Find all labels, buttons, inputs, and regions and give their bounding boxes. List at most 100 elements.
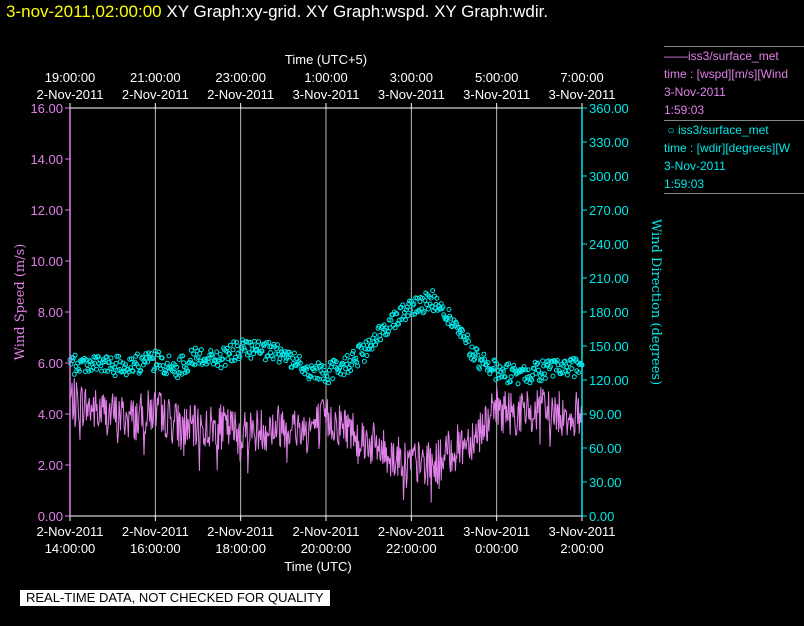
wind-direction-point [559, 370, 565, 376]
wind-direction-point [117, 359, 123, 365]
wind-direction-point [146, 350, 151, 356]
legend-separator [664, 193, 804, 194]
wind-direction-point [71, 371, 77, 377]
wind-direction-point [433, 301, 439, 307]
wind-direction-point [340, 361, 346, 367]
wind-direction-point [180, 353, 186, 359]
left-tick-label: 0.00 [38, 509, 63, 524]
right-tick-label: 330.00 [589, 135, 629, 150]
top-tick-label-date: 3-Nov-2011 [549, 87, 616, 102]
wind-direction-point [512, 366, 518, 371]
wind-direction-point [511, 362, 517, 368]
bottom-tick-label-time: 22:00:00 [386, 541, 437, 556]
wind-direction-point [496, 375, 502, 381]
legend-series-date: 3-Nov-2011 [664, 85, 726, 99]
wind-direction-point [430, 288, 436, 294]
wind-direction-point [507, 379, 513, 385]
legend-entry-wind-speed: ——iss3/surface_met time : [wspd][m/s][Wi… [664, 46, 804, 119]
wind-direction-point [156, 349, 162, 355]
wind-direction-point [385, 329, 391, 335]
wind-direction-point [274, 342, 280, 348]
wind-direction-point [515, 381, 521, 387]
grid-lines [69, 108, 583, 516]
wind-direction-point [84, 362, 90, 368]
wind-direction-point [251, 338, 257, 344]
legend-separator [664, 120, 804, 121]
bottom-tick-label-time: 2:00:00 [560, 541, 603, 556]
wind-direction-point [222, 362, 228, 368]
wind-direction-point [554, 357, 560, 363]
wind-direction-point [229, 358, 235, 364]
bottom-tick-label-time: 0:00:00 [475, 541, 518, 556]
wind-direction-point [425, 306, 431, 312]
wind-direction-point [102, 368, 108, 374]
wind-direction-point [149, 355, 155, 361]
wind-direction-point [360, 352, 366, 358]
bottom-tick-label-date: 3-Nov-2011 [463, 524, 530, 539]
wind-direction-point [128, 356, 134, 362]
wind-direction-point [520, 367, 526, 373]
legend-separator [664, 46, 804, 47]
wind-direction-point [105, 368, 110, 374]
wind-direction-point [166, 353, 172, 359]
wind-direction-point [123, 372, 129, 378]
wind-direction-point [174, 364, 180, 370]
wind-direction-point [214, 349, 220, 355]
wind-direction-point [491, 357, 497, 363]
right-tick-label: 120.00 [589, 373, 629, 388]
wind-direction-point [396, 317, 402, 323]
wind-direction-point [266, 339, 272, 345]
wind-direction-point [531, 366, 537, 372]
wind-direction-point [416, 307, 422, 313]
wind-direction-point [471, 357, 477, 363]
wind-direction-point [449, 324, 455, 330]
wind-direction-point [331, 357, 337, 363]
wind-direction-point [237, 354, 243, 359]
wind-direction-point [508, 374, 514, 380]
wind-direction-point [434, 295, 440, 301]
wind-direction-point [445, 321, 451, 327]
wind-direction-point [573, 356, 579, 362]
quality-warning: REAL-TIME DATA, NOT CHECKED FOR QUALITY [20, 590, 330, 606]
right-tick-label: 300.00 [589, 169, 629, 184]
top-tick-label-date: 2-Nov-2011 [207, 87, 274, 102]
wind-direction-point [325, 377, 331, 383]
wind-direction-point [123, 362, 128, 368]
wind-direction-point [231, 339, 237, 345]
wind-direction-point [501, 368, 506, 374]
wind-direction-point [248, 355, 254, 361]
wind-direction-point [405, 313, 411, 319]
wind-direction-point [344, 353, 350, 358]
left-tick-label: 6.00 [38, 356, 63, 371]
wind-direction-point [440, 304, 446, 310]
wind-direction-point [429, 303, 435, 309]
wind-direction-point [209, 351, 215, 357]
wind-direction-point [474, 346, 480, 352]
right-tick-label: 90.00 [589, 407, 622, 422]
left-tick-label: 2.00 [38, 458, 63, 473]
wind-direction-point [303, 366, 309, 372]
title-graphs: XY Graph:xy-grid. XY Graph:wspd. XY Grap… [166, 2, 549, 21]
right-tick-label: 150.00 [589, 339, 629, 354]
wind-direction-point [419, 306, 425, 312]
wind-direction-point [350, 351, 355, 357]
wind-direction-point [441, 312, 447, 318]
wind-direction-point [297, 353, 302, 359]
wind-direction-point [108, 355, 114, 361]
wind-direction-point [217, 351, 223, 357]
wind-direction-point [163, 371, 169, 377]
wind-direction-point [86, 368, 92, 374]
wind-direction-point [485, 360, 491, 366]
wind-direction-point [381, 322, 387, 328]
wind-direction-point [421, 308, 427, 314]
top-tick-label-date: 3-Nov-2011 [463, 87, 530, 102]
legend-entry-wind-direction: ○ iss3/surface_met time : [wdir][degrees… [664, 120, 804, 194]
wind-direction-point [291, 350, 297, 356]
wind-direction-point [359, 351, 365, 357]
legend-series-date: 3-Nov-2011 [664, 159, 726, 173]
wind-direction-point [341, 372, 347, 378]
wind-direction-point [239, 337, 245, 343]
wind-direction-point [304, 364, 310, 370]
left-tick-label: 16.00 [30, 101, 63, 116]
wind-direction-point [232, 357, 238, 363]
